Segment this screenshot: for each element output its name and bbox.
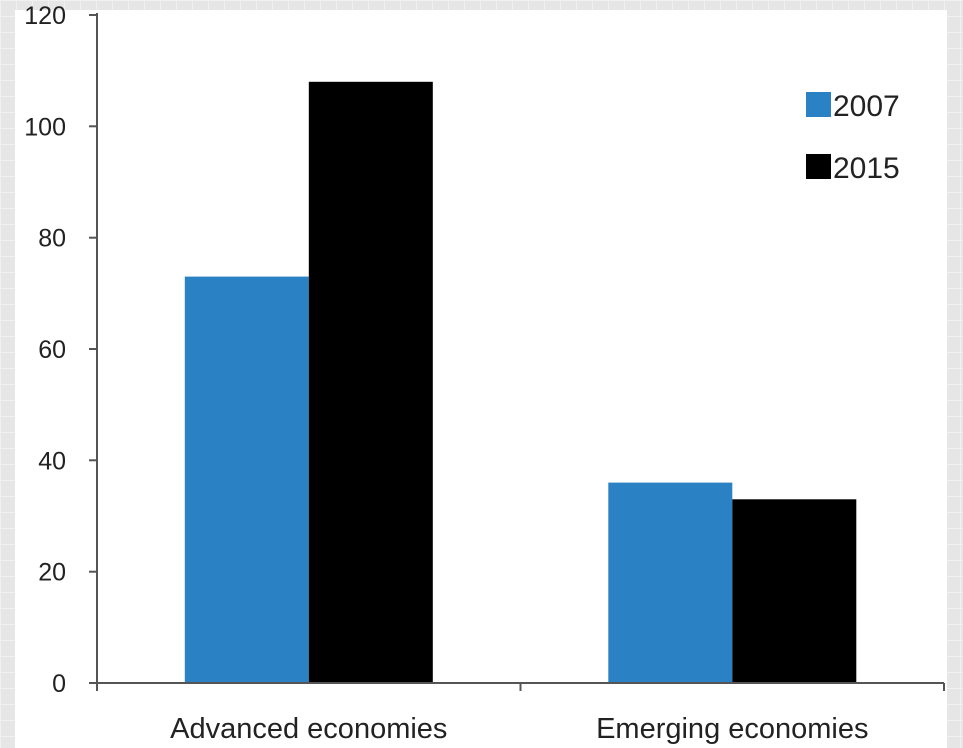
legend-swatch-2015 <box>806 154 831 179</box>
y-tick-label: 60 <box>38 336 66 364</box>
legend-swatch-2007 <box>806 92 831 117</box>
y-tick-label: 80 <box>38 225 66 253</box>
y-tick-label: 40 <box>38 447 66 475</box>
bar-2007-emerging-economies <box>608 482 733 683</box>
x-tick-label: Emerging economies <box>596 713 868 745</box>
bar-2015-advanced-economies <box>308 81 433 684</box>
y-tick-label: 100 <box>24 113 66 141</box>
bar-2007-advanced-economies <box>184 276 309 683</box>
legend-label-2007: 2007 <box>833 90 900 123</box>
y-tick-label: 120 <box>24 2 66 30</box>
bar-2015-emerging-economies <box>732 499 857 683</box>
y-tick-label: 0 <box>52 670 66 698</box>
bars-layer <box>184 81 857 684</box>
y-tick-label: 20 <box>38 559 66 587</box>
axes-layer: Advanced economies Emerging economies 0 20 4… <box>24 2 945 745</box>
legend-label-2015: 2015 <box>833 152 900 185</box>
legend: 2007 2015 <box>806 90 900 185</box>
x-tick-label: Advanced economies <box>170 713 447 745</box>
